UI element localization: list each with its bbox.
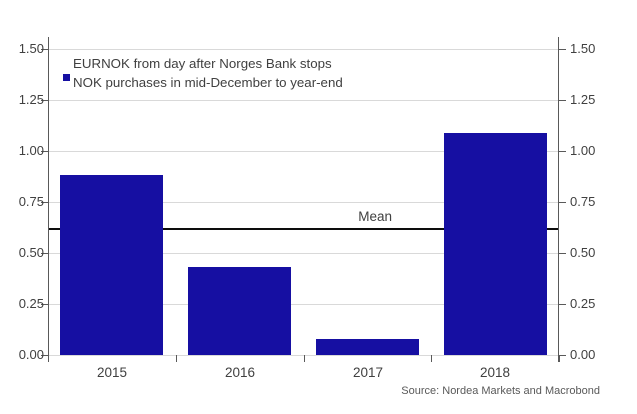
x-axis-label: 2016 (224, 365, 256, 380)
legend: EURNOK from day after Norges Bank stops … (73, 55, 343, 92)
bar-2018 (444, 133, 547, 355)
y-tick-left (41, 49, 48, 50)
x-tick (176, 355, 177, 362)
legend-line-2: NOK purchases in mid-December to year-en… (73, 74, 343, 90)
y-tick-right (559, 100, 566, 101)
mean-line-label: Mean (358, 209, 392, 224)
y-tick-left (41, 151, 48, 152)
gridline (49, 202, 558, 203)
y-axis-label-left: 1.50 (18, 41, 44, 56)
y-axis-label-left: 1.25 (18, 92, 44, 107)
gridline (49, 253, 558, 254)
y-tick-left (41, 253, 48, 254)
x-axis-label: 2017 (352, 365, 384, 380)
bar-2017 (316, 339, 419, 355)
source-caption: Source: Nordea Markets and Macrobond (401, 385, 600, 397)
bar-2015 (60, 175, 163, 355)
y-axis-label-left: 0.50 (18, 245, 44, 260)
y-tick-left (41, 355, 48, 356)
x-tick (431, 355, 432, 362)
gridline (49, 49, 558, 50)
y-axis-label-left: 0.00 (18, 347, 44, 362)
gridline (49, 100, 558, 101)
y-axis-label-right: 1.50 (570, 41, 596, 56)
y-tick-left (41, 202, 48, 203)
y-tick-right (559, 49, 566, 50)
y-axis-label-right: 0.00 (570, 347, 596, 362)
y-axis-right (558, 37, 559, 362)
y-tick-right (559, 304, 566, 305)
gridline (49, 355, 558, 356)
x-tick (304, 355, 305, 362)
x-axis-label: 2018 (479, 365, 511, 380)
y-axis-label-left: 1.00 (18, 143, 44, 158)
y-axis-label-left: 0.75 (18, 194, 44, 209)
mean-line (48, 228, 559, 230)
y-axis-label-right: 1.25 (570, 92, 596, 107)
y-tick-left (41, 100, 48, 101)
y-axis-label-right: 0.25 (570, 296, 596, 311)
y-tick-left (41, 304, 48, 305)
y-tick-right (559, 355, 566, 356)
x-tick (559, 355, 560, 362)
legend-marker-icon (63, 74, 70, 81)
y-tick-right (559, 202, 566, 203)
x-axis-label: 2015 (96, 365, 128, 380)
y-axis-label-right: 0.50 (570, 245, 596, 260)
legend-line-1: EURNOK from day after Norges Bank stops (73, 56, 332, 71)
y-tick-right (559, 253, 566, 254)
y-axis-label-left: 0.25 (18, 296, 44, 311)
y-axis-label-right: 0.75 (570, 194, 596, 209)
gridline (49, 304, 558, 305)
gridline (49, 151, 558, 152)
bar-2016 (188, 267, 291, 355)
y-axis-left (48, 37, 49, 362)
y-axis-label-right: 1.00 (570, 143, 596, 158)
y-tick-right (559, 151, 566, 152)
